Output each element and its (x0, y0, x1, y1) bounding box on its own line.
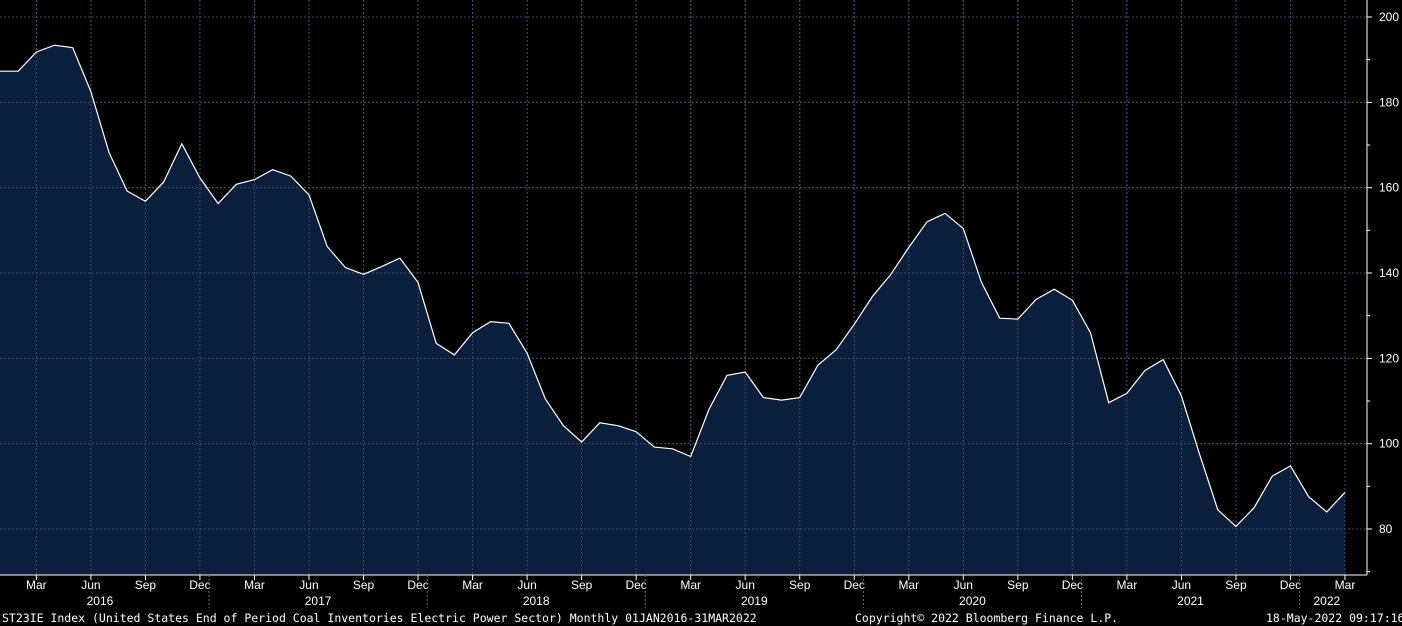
x-month-label: Sep (571, 578, 593, 592)
x-month-label: Dec (844, 578, 865, 592)
x-year-label: 2020 (959, 594, 986, 608)
x-month-label: Mar (244, 578, 265, 592)
x-month-label: Jun (1172, 578, 1191, 592)
x-month-label: Mar (26, 578, 47, 592)
series-area (0, 45, 1345, 575)
x-year-label: 2016 (87, 594, 114, 608)
x-month-label: Sep (353, 578, 375, 592)
y-tick-label: 200 (1379, 10, 1399, 24)
x-month-label: Sep (789, 578, 811, 592)
x-year-label: 2022 (1313, 594, 1340, 608)
series-line (0, 44, 1346, 528)
x-year-label: 2018 (523, 594, 550, 608)
x-month-label: Jun (299, 578, 318, 592)
y-axis-ticks: 80 100 120 140 160 180 200 (1367, 10, 1399, 573)
chart: 80 100 120 140 160 180 200 Mar Jun Sep Dec Mar Jun S… (0, 0, 1400, 608)
x-month-label: Dec (189, 578, 210, 592)
x-month-label: Mar (1335, 578, 1356, 592)
y-tick-label: 140 (1379, 266, 1399, 280)
axes (0, 0, 1368, 576)
x-month-label: Dec (407, 578, 428, 592)
x-month-label: Mar (680, 578, 701, 592)
y-tick-label: 160 (1379, 181, 1399, 195)
x-month-label: Dec (625, 578, 646, 592)
x-month-label: Sep (1225, 578, 1247, 592)
x-month-label: Jun (517, 578, 536, 592)
y-tick-label: 80 (1379, 522, 1393, 536)
series-description: ST23IE Index (United States End of Perio… (2, 611, 757, 625)
x-axis-ticks: Mar Jun Sep Dec Mar Jun Sep Dec Mar Jun Sep Dec Mar J… (26, 575, 1355, 608)
copyright-text: Copyright© 2022 Bloomberg Finance L.P. (855, 611, 1119, 625)
x-month-label: Dec (1062, 578, 1083, 592)
footer: ST23IE Index (United States End of Perio… (0, 609, 1402, 626)
y-tick-label: 180 (1379, 95, 1399, 109)
x-month-label: Sep (135, 578, 157, 592)
y-tick-label: 100 (1379, 437, 1399, 451)
x-month-label: Jun (736, 578, 755, 592)
x-year-label: 2019 (741, 594, 768, 608)
x-month-label: Mar (1117, 578, 1138, 592)
x-month-label: Jun (81, 578, 100, 592)
x-month-label: Sep (1007, 578, 1029, 592)
x-year-label: 2021 (1177, 594, 1204, 608)
x-month-label: Mar (462, 578, 483, 592)
y-tick-label: 120 (1379, 351, 1399, 365)
timestamp: 18-May-2022 09:17:16 (1266, 611, 1402, 625)
x-month-label: Jun (954, 578, 973, 592)
x-year-label: 2017 (305, 594, 332, 608)
x-month-label: Dec (1280, 578, 1301, 592)
x-month-label: Mar (898, 578, 919, 592)
